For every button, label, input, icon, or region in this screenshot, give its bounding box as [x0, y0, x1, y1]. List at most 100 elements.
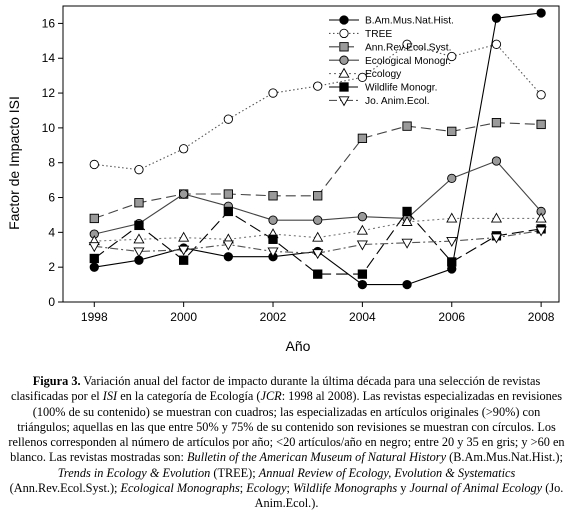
data-point: [134, 220, 144, 231]
data-point: [89, 253, 99, 264]
x-axis-ticks: 1998 2000 2002 2004 2006 2008: [81, 302, 555, 324]
caption-text-3: : 1998 al 2008). Las revistas especializ…: [8, 389, 565, 465]
data-point: [356, 240, 368, 251]
legend-label: Ecological Monogr.: [365, 56, 451, 67]
y-tick-label: 2: [48, 260, 55, 274]
legend-marker: [339, 55, 349, 65]
x-tick-label: 2000: [170, 310, 197, 324]
legend-item-wildlife-monogr: Wildlife Monogr.: [329, 82, 437, 94]
legend-marker: [338, 96, 350, 107]
caption-sep-2: ;: [286, 481, 294, 496]
caption-jcr: JCR: [260, 389, 282, 404]
data-point: [402, 279, 412, 290]
caption-journal-3: Annual Review of Ecology, Evolution & Sy…: [258, 465, 516, 480]
y-tick-label: 8: [48, 156, 55, 170]
data-point: [178, 144, 189, 154]
data-point: [133, 247, 145, 258]
data-point: [134, 198, 144, 208]
data-point: [268, 234, 278, 244]
data-point: [89, 159, 99, 170]
data-point: [312, 249, 324, 260]
impact-factor-chart: Factor de Impacto ISI Año 0 2 4 6 8 10 12 14 16 1…: [6, 5, 560, 354]
legend-label: Ann.Rev.Ecol.Syst.: [365, 42, 451, 53]
caption-journal-3-abbr: (Ann.Rev.Ecol.Syst.);: [9, 481, 121, 496]
data-point: [356, 224, 368, 235]
caption-journal-1: Bulletin of the American Museum of Natur…: [187, 450, 447, 465]
data-point: [178, 231, 190, 242]
x-axis-label: Año: [286, 338, 311, 354]
data-point: [357, 279, 368, 290]
data-point: [536, 8, 546, 18]
data-point: [446, 212, 458, 223]
data-point: [357, 269, 368, 279]
data-point: [89, 213, 99, 224]
legend-item-b-am-mus-nat-hist: B.Am.Mus.Nat.Hist.: [329, 15, 454, 27]
caption-journal-6: Wildlife Monographs: [293, 481, 398, 496]
legend-marker: [339, 28, 349, 39]
data-point: [536, 119, 546, 130]
caption-figure-label: Figura 3.: [32, 374, 81, 388]
data-point: [491, 13, 502, 23]
data-point: [490, 233, 503, 244]
data-point: [402, 39, 412, 49]
legend-item-ecological-monogr: Ecological Monogr.: [329, 55, 451, 67]
data-point: [447, 257, 457, 267]
legend-label: B.Am.Mus.Nat.Hist.: [365, 16, 454, 27]
data-point: [268, 215, 278, 225]
caption-text-1: Variación anual del factor de impacto du…: [10, 374, 541, 404]
data-point: [535, 212, 547, 223]
legend-label: Wildlife Monogr.: [365, 83, 437, 94]
data-point: [313, 215, 323, 225]
data-point: [491, 156, 502, 166]
caption-journal-5: Ecology: [246, 481, 287, 496]
legend-item-ecology: Ecology: [329, 67, 402, 80]
x-tick-label: 2008: [528, 310, 555, 324]
y-tick-label: 16: [42, 16, 56, 30]
caption-sep-1: ;: [239, 481, 247, 496]
legend-marker: [338, 67, 350, 78]
data-point: [447, 173, 457, 184]
data-point: [447, 126, 457, 137]
data-point: [88, 242, 100, 253]
legend-item-jo-anim-ecol: Jo. Anim.Ecol.: [329, 96, 430, 107]
series-line: [94, 122, 542, 219]
data-point: [357, 212, 368, 222]
data-point: [446, 237, 458, 247]
y-tick-label: 0: [48, 295, 55, 309]
data-point: [491, 39, 502, 49]
caption-journal-7: Journal of Animal Ecology: [409, 481, 543, 496]
data-point: [178, 189, 189, 199]
data-point: [223, 189, 233, 199]
data-point: [402, 121, 412, 131]
data-point: [401, 215, 413, 226]
legend-item-tree: TREE: [329, 28, 392, 40]
series-ann-rev-ecol-syst: [89, 118, 546, 224]
legend-label: Ecology: [365, 69, 402, 80]
data-point: [490, 212, 503, 223]
data-point: [134, 165, 144, 175]
figure-caption: Figura 3. Variación anual del factor de …: [8, 374, 565, 512]
y-tick-label: 4: [48, 225, 55, 239]
data-point: [535, 226, 547, 237]
legend-marker: [339, 82, 349, 92]
data-point: [313, 269, 323, 279]
legend-marker: [339, 15, 349, 25]
legend-item-ann-rev-ecol-syst: Ann.Rev.Ecol.Syst.: [329, 42, 451, 53]
data-point: [401, 238, 413, 249]
caption-text-2: en la categoría de Ecología (: [117, 389, 261, 404]
data-point: [178, 255, 189, 265]
data-point: [133, 233, 145, 244]
data-point: [447, 51, 457, 62]
y-tick-label: 12: [42, 86, 56, 100]
legend-label: TREE: [365, 29, 392, 40]
data-point: [268, 88, 278, 98]
series-b-am-mus-nat-hist: [89, 8, 546, 290]
series-line: [94, 12, 542, 286]
series-line: [93, 210, 542, 275]
legend: B.Am.Mus.Nat.Hist. TREE Ann.Rev.Ecol.Syst.…: [329, 15, 454, 107]
data-point: [313, 191, 323, 201]
data-point: [222, 240, 234, 251]
series-line: [94, 43, 542, 171]
series-tree: [89, 39, 546, 175]
data-point: [223, 114, 233, 124]
